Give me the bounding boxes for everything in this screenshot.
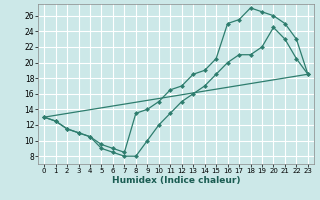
X-axis label: Humidex (Indice chaleur): Humidex (Indice chaleur) xyxy=(112,176,240,185)
